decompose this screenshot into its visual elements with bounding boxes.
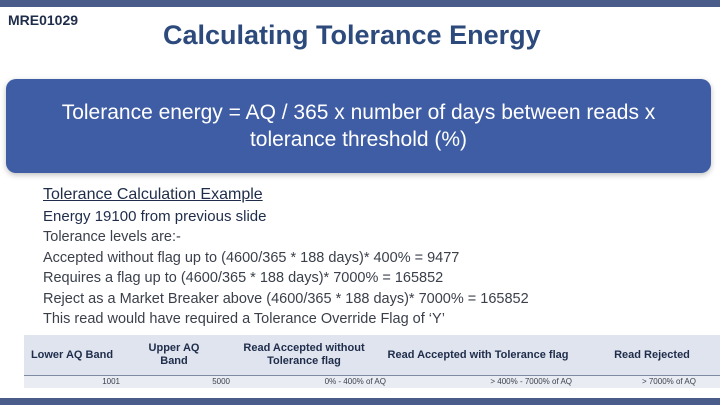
example-line: Requires a flag up to (4600/365 * 188 da… [43, 270, 444, 286]
document-id: MRE01029 [8, 12, 79, 28]
formula-line-1: Tolerance energy = AQ / 365 x number of … [61, 101, 656, 124]
cell-accepted-without-flag: 0% - 400% of AQ [324, 377, 386, 386]
slide-title: Calculating Tolerance Energy [163, 20, 541, 50]
cell-read-rejected: > 7000% of AQ [641, 377, 696, 386]
formula-box: Tolerance energy = AQ / 365 x number of … [6, 79, 711, 173]
header-accepted-with-flag: Read Accepted with Tolerance flag [387, 348, 569, 361]
tolerance-example: Tolerance Calculation Example Energy 191… [43, 185, 703, 330]
cell-lower-aq-band: 1001 [102, 377, 120, 386]
top-accent-bar [0, 0, 720, 7]
table-header-row: Lower AQ Band Upper AQ Band Read Accepte… [24, 335, 720, 375]
example-line: Reject as a Market Breaker above (4600/3… [43, 290, 529, 307]
header-read-rejected: Read Rejected [614, 348, 690, 361]
table-row: 1001 5000 0% - 400% of AQ > 400% - 7000%… [24, 375, 720, 388]
bottom-accent-bar [0, 398, 720, 405]
example-line: Accepted without flag up to (4600/365 * … [43, 249, 460, 266]
header-lower-aq-band: Lower AQ Band [30, 348, 114, 361]
header-accepted-without-flag: Read Accepted without Tolerance flag [243, 342, 365, 367]
cell-upper-aq-band: 5000 [212, 377, 230, 386]
example-line: This read would have required a Toleranc… [43, 311, 445, 327]
cell-accepted-with-flag: > 400% - 7000% of AQ [490, 377, 572, 386]
example-line: Tolerance levels are:- [43, 229, 181, 245]
example-subheading: Energy 19100 from previous slide [43, 208, 267, 225]
header-upper-aq-band: Upper AQ Band [148, 342, 200, 367]
formula-line-2: tolerance threshold (%) [249, 128, 468, 151]
tolerance-band-table: Lower AQ Band Upper AQ Band Read Accepte… [0, 335, 720, 405]
example-heading: Tolerance Calculation Example [43, 186, 263, 203]
formula-text: Tolerance energy = AQ / 365 x number of … [52, 99, 666, 153]
